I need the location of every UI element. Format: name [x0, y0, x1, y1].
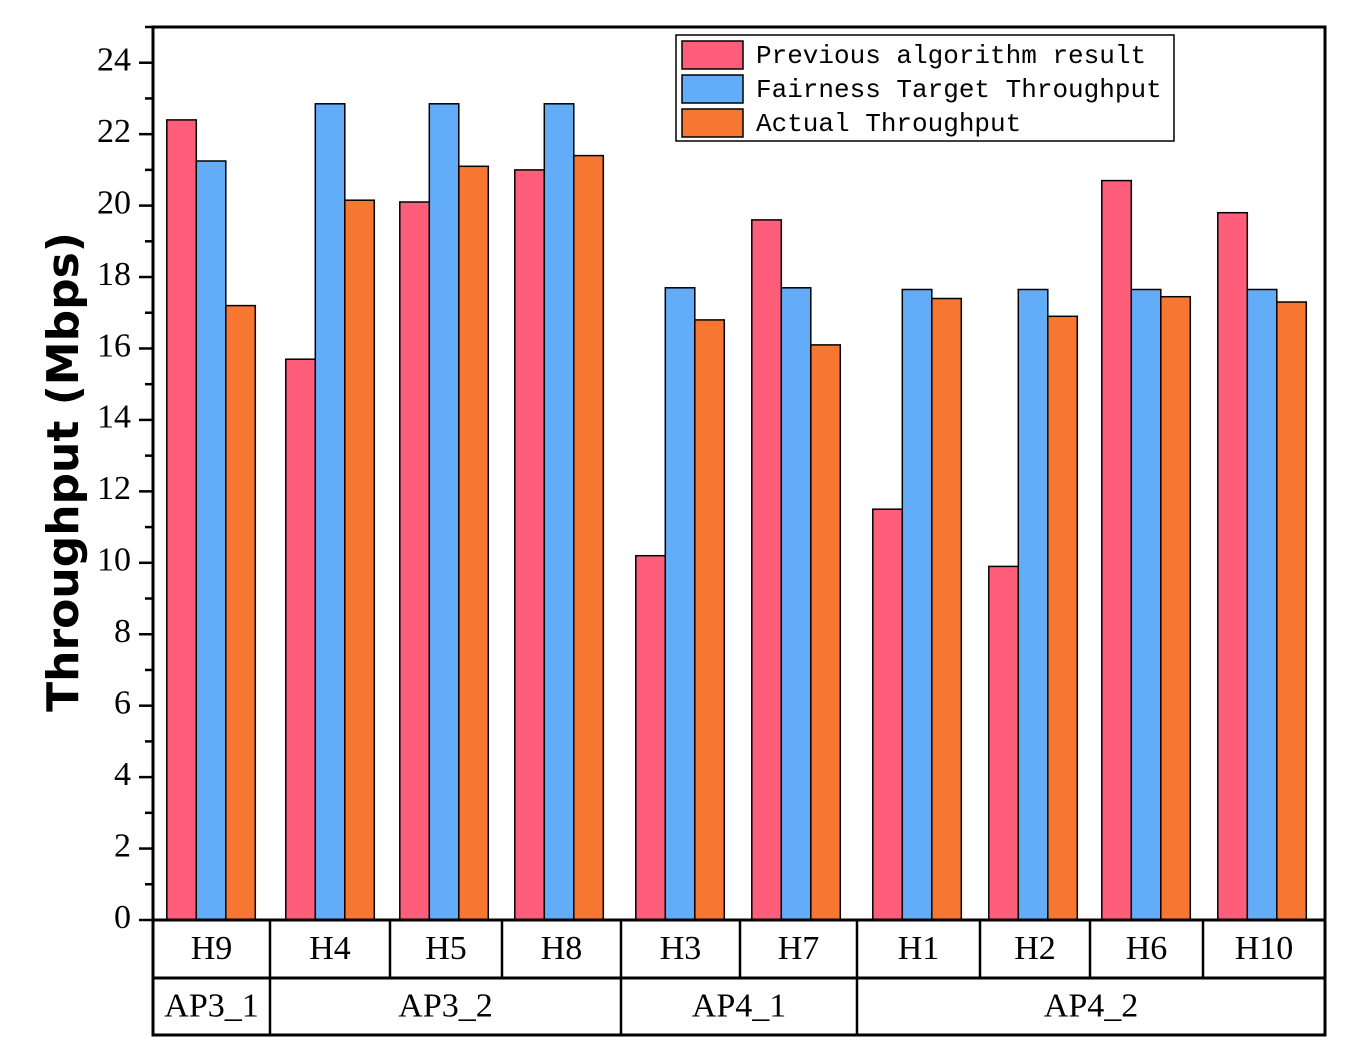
bar-h9-series-2 [195, 160, 227, 921]
category-label-h1: H1 [898, 930, 940, 967]
y-tick-label: 2 [114, 827, 131, 864]
category-label-h4: H4 [309, 930, 351, 967]
y-tick-label: 8 [114, 613, 131, 650]
category-label-h9: H9 [191, 930, 233, 967]
bar-h1-series-1 [872, 508, 904, 921]
bar-h3-series-2 [664, 287, 696, 921]
legend-label-3: Actual Throughput [756, 109, 1021, 139]
legend-label-2: Fairness Target Throughput [756, 75, 1162, 105]
category-label-h8: H8 [541, 930, 583, 967]
y-tick-label: 4 [114, 756, 131, 793]
y-tick-label: 12 [97, 470, 131, 507]
legend-label-1: Previous algorithm result [756, 41, 1146, 71]
bar-h5-series-2 [428, 103, 460, 921]
bar-h5-series-3 [458, 165, 490, 921]
bar-h6-series-1 [1101, 179, 1133, 921]
y-axis-label: Throughput (Mbps) [38, 232, 89, 712]
y-tick-label: 6 [114, 684, 131, 721]
legend-swatch-1 [681, 40, 744, 70]
y-tick-label: 14 [97, 399, 131, 436]
bar-h1-series-2 [901, 288, 933, 921]
category-table: H9 H4 H5 H8 H3 H7 H1 H2 H6 H10 AP3_1 AP3_2 AP4_1 AP4_… [151, 918, 1327, 1037]
bar-h4-series-2 [314, 103, 346, 921]
group-label-ap4_1: AP4_1 [692, 987, 786, 1024]
bar-h10-series-3 [1276, 301, 1308, 921]
bar-h1-series-3 [931, 297, 963, 921]
bar-h3-series-1 [635, 554, 667, 921]
bar-h8-series-3 [573, 154, 605, 921]
group-label-ap3_2: AP3_2 [398, 987, 492, 1024]
y-tick-label: 20 [97, 184, 131, 221]
legend-swatch-2 [681, 74, 744, 104]
group-label-ap4_2: AP4_2 [1044, 987, 1138, 1024]
bar-h5-series-1 [399, 201, 431, 921]
bar-h7-series-1 [751, 219, 783, 921]
y-tick-label: 10 [97, 542, 131, 579]
bar-h4-series-3 [344, 199, 376, 921]
legend-box [675, 34, 1175, 142]
group-label-ap3_1: AP3_1 [164, 987, 258, 1024]
bar-h2-series-2 [1017, 288, 1049, 921]
y-tick-label: 16 [97, 327, 131, 364]
y-tick-label: 18 [97, 256, 131, 293]
bar-h9-series-3 [225, 304, 257, 921]
bar-h10-series-2 [1246, 288, 1278, 921]
bar-h7-series-2 [780, 287, 812, 921]
bar-h3-series-3 [694, 319, 726, 921]
bar-h4-series-1 [285, 358, 317, 921]
bar-h2-series-3 [1047, 315, 1079, 921]
bar-h2-series-1 [988, 565, 1020, 921]
legend-swatch-3 [681, 108, 744, 138]
category-label-h3: H3 [660, 930, 702, 967]
category-label-h10: H10 [1235, 930, 1294, 967]
bar-h6-series-3 [1160, 295, 1192, 921]
bar-h8-series-1 [514, 169, 546, 921]
bars-layer [166, 103, 1308, 921]
y-tick-label: 24 [97, 42, 131, 79]
bar-h8-series-2 [543, 103, 575, 921]
y-tick-label: 0 [114, 899, 131, 936]
bar-h6-series-2 [1130, 288, 1162, 921]
category-label-h5: H5 [425, 930, 467, 967]
bar-h7-series-3 [810, 344, 842, 921]
legend: Previous algorithm result Fairness Target… [675, 34, 1175, 142]
category-label-h2: H2 [1014, 930, 1056, 967]
y-tick-label: 22 [97, 113, 131, 150]
bar-h9-series-1 [166, 119, 198, 921]
category-label-h6: H6 [1126, 930, 1168, 967]
bar-h10-series-1 [1217, 211, 1249, 921]
category-label-h7: H7 [778, 930, 820, 967]
